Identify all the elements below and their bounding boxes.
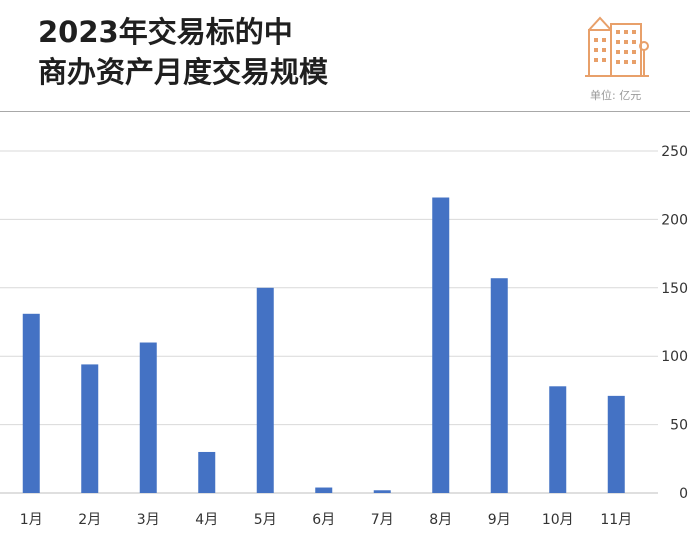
x-tick-label: 9月 [488, 512, 511, 528]
bar [198, 451, 216, 493]
header-divider [0, 111, 690, 112]
y-tick-label: 0 [679, 486, 688, 502]
x-tick-label: 3月 [137, 512, 160, 528]
bar [607, 395, 625, 493]
chart-title-line-2: 商办资产月度交易规模 [38, 55, 329, 89]
y-axis-labels: 0 50 100 150 200 250 [661, 144, 688, 502]
bar [373, 490, 391, 493]
bar [139, 342, 157, 493]
bar [549, 386, 567, 493]
x-tick-label: 11月 [600, 512, 632, 528]
bar [81, 364, 99, 493]
y-tick-label: 250 [661, 144, 688, 160]
x-tick-label: 7月 [371, 512, 394, 528]
x-tick-label: 8月 [429, 512, 452, 528]
y-tick-label: 100 [661, 349, 688, 365]
chart-title-line-1: 2023年交易标的中 [38, 15, 293, 49]
x-tick-label: 2月 [78, 512, 101, 528]
chart-title: 2023年交易标的中 商办资产月度交易规模 [38, 12, 328, 92]
unit-label: 单位: 亿元 [590, 89, 642, 102]
building-icon [585, 16, 649, 77]
x-tick-label: 1月 [20, 512, 43, 528]
bar [256, 287, 274, 493]
bars [22, 197, 625, 493]
bar [490, 278, 508, 493]
y-tick-label: 200 [661, 212, 688, 228]
x-tick-label: 5月 [254, 512, 277, 528]
x-tick-label: 10月 [542, 512, 574, 528]
x-tick-label: 4月 [195, 512, 218, 528]
x-axis-labels: 1月 2月 3月 4月 5月 6月 7月 8月 9月 10月 11月 [20, 512, 632, 528]
y-tick-label: 50 [670, 418, 688, 434]
bar [22, 313, 40, 493]
x-tick-label: 6月 [312, 512, 335, 528]
y-tick-label: 150 [661, 281, 688, 297]
bar [315, 487, 333, 493]
bar [432, 197, 450, 493]
